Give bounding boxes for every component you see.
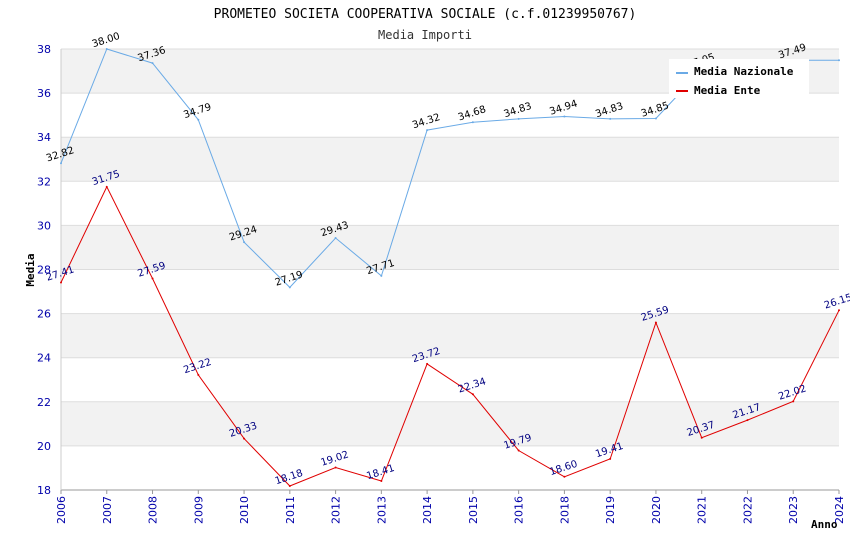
background-band [61,401,839,446]
y-tick-label: 22 [37,396,51,409]
x-tick-label: 2009 [192,496,205,524]
y-tick-label: 32 [37,175,51,188]
data-point [654,117,657,120]
y-axis-label: Media [24,253,37,286]
y-tick-label: 20 [37,440,51,453]
series-line-media-ente [60,185,840,487]
data-point [288,485,291,488]
background-band [61,313,839,358]
x-tick-label: 2014 [421,496,434,524]
legend-label-media-nazionale: Media Nazionale [694,65,794,78]
background-band [61,445,839,490]
background-band [61,137,839,182]
y-tick-label: 36 [37,87,51,100]
y-tick-label: 18 [37,484,51,497]
x-tick-label: 2010 [238,496,251,524]
data-point [471,121,474,124]
data-point [471,393,474,396]
x-tick-label: 2020 [650,496,663,524]
y-tick-label: 30 [37,219,51,232]
x-tick-label: 2021 [696,496,709,524]
data-point [105,185,108,188]
chart-subtitle: Media Importi [378,28,472,42]
data-point [243,437,246,440]
data-point [654,321,657,324]
data-point [288,286,291,289]
data-point [517,117,520,120]
x-tick-label: 2022 [741,496,754,524]
x-tick-label: 2015 [467,496,480,524]
y-axis-ticks: 18 20 22 24 26 28 30 32 34 36 38 [37,43,51,497]
data-point [426,129,429,132]
legend-box [669,59,809,98]
background-band [61,181,839,226]
data-point [563,475,566,478]
y-tick-label: 26 [37,308,51,321]
x-axis-ticks: 2006 2007 2008 2009 2010 2011 2012 2013 2014 2015… [55,490,846,524]
data-point [151,62,154,65]
data-point [60,281,62,284]
y-tick-label: 28 [37,264,51,277]
y-tick-label: 38 [37,43,51,56]
x-tick-label: 2006 [55,496,68,524]
x-tick-label: 2024 [833,496,846,524]
data-point [838,309,840,312]
data-point [563,115,566,118]
data-point [746,419,749,422]
y-tick-label: 34 [37,131,51,144]
data-point [517,449,520,452]
data-label: 38.00 [91,31,122,50]
chart-title: PROMETEO SOCIETA COOPERATIVA SOCIALE (c.… [214,7,637,22]
background-band [61,357,839,402]
x-tick-label: 2012 [330,496,343,524]
x-tick-label: 2008 [147,496,160,524]
data-point [700,436,703,439]
data-point [60,162,62,165]
data-point [151,277,154,280]
data-point [334,466,337,469]
plot-background [61,49,839,490]
data-point [426,362,429,365]
data-point [838,59,840,62]
legend: Media Nazionale Media Ente [669,59,809,98]
x-tick-label: 2011 [284,496,297,524]
x-tick-label: 2023 [787,496,800,524]
data-point [792,400,795,403]
data-point [197,118,200,121]
x-tick-label: 2013 [375,496,388,524]
data-point [380,274,383,277]
y-tick-label: 24 [37,352,51,365]
background-band [61,225,839,270]
x-tick-label: 2007 [101,496,114,524]
x-tick-label: 2016 [513,496,526,524]
data-point [197,373,200,376]
data-point [380,479,383,482]
data-point [334,236,337,239]
data-point [609,117,612,120]
data-point [243,241,246,244]
background-band [61,93,839,138]
data-point [105,48,108,50]
x-axis-label: Anno [811,518,838,531]
legend-label-media-ente: Media Ente [694,84,761,97]
x-tick-label: 2019 [604,496,617,524]
x-tick-label: 2018 [558,496,571,524]
background-band [61,269,839,314]
data-point [609,457,612,460]
